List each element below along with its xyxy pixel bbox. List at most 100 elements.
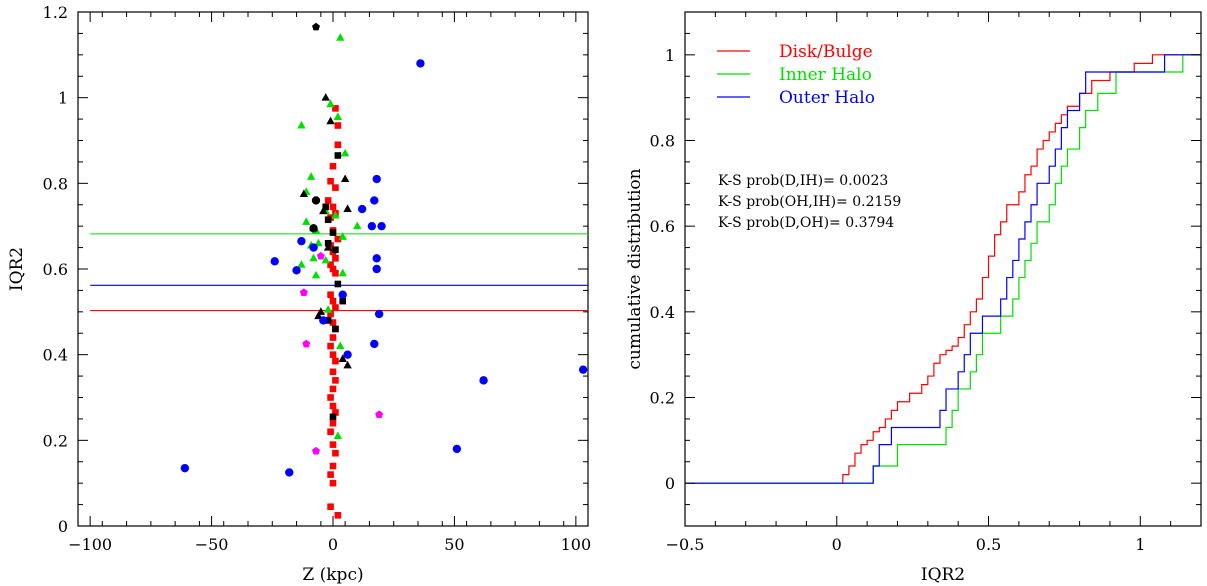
right-y-tick-label: 0.6 — [650, 217, 675, 236]
data-point-circle — [367, 221, 377, 231]
left-data-points — [180, 22, 588, 519]
data-point-triangle — [343, 360, 352, 369]
left-y-tick-label: 1 — [58, 89, 68, 108]
right-x-axis-label: IQR2 — [921, 565, 965, 585]
cdf-line — [685, 54, 1201, 484]
legend: Disk/Bulge Inner Halo Outer Halo — [717, 42, 875, 108]
left-y-tick-label: 0 — [58, 517, 68, 536]
data-point-triangle — [336, 33, 345, 41]
data-point-square — [327, 394, 334, 401]
right-axis-ticks: −0.5 0 0.5 1 0 0.2 0.4 0.6 0.8 1 — [650, 11, 1202, 554]
right-y-axis-label: cumulative distribution — [625, 168, 645, 369]
left-axis-ticks: −100 −50 0 50 100 0 0.2 0.4 0.6 0.8 1 1.2 — [43, 3, 592, 554]
right-x-tick-label: 1 — [1135, 535, 1145, 554]
data-point-square — [334, 280, 342, 288]
data-point-triangle — [316, 307, 326, 315]
right-y-tick-label: 0.4 — [650, 303, 675, 322]
data-point-square — [329, 368, 337, 376]
data-point-circle — [370, 339, 379, 349]
data-point-circle — [479, 376, 488, 385]
data-point-square — [332, 269, 339, 277]
data-point-square — [334, 122, 342, 129]
data-point-square — [329, 385, 337, 393]
data-point-square — [324, 197, 332, 204]
data-point-square — [329, 413, 337, 421]
legend-label-outer-halo: Outer Halo — [779, 88, 875, 108]
data-point-circle — [372, 264, 381, 274]
data-point-triangle — [314, 238, 323, 247]
data-point-square — [339, 297, 347, 305]
data-point-square — [332, 254, 339, 262]
data-point-triangle — [299, 189, 309, 198]
left-y-tick-label: 0.2 — [43, 431, 68, 450]
ks-annotation-d-ih: K-S prob(D,IH)= 0.0023 — [718, 173, 888, 189]
data-point-triangle — [302, 217, 311, 225]
right-y-tick-label: 1 — [665, 46, 675, 65]
data-point-square — [327, 503, 334, 511]
data-point-circle — [285, 468, 294, 477]
data-point-triangle — [340, 148, 350, 157]
data-point-circle — [319, 316, 328, 325]
right-y-tick-label: 0.8 — [650, 132, 675, 151]
data-point-triangle — [314, 311, 323, 320]
left-x-axis-label: Z (kpc) — [302, 565, 363, 585]
data-point-pentagon — [316, 251, 325, 260]
data-point-square — [324, 317, 332, 324]
data-point-square — [327, 428, 334, 436]
data-point-square — [329, 462, 337, 470]
data-point-square — [327, 310, 334, 318]
data-point-triangle — [338, 268, 347, 277]
data-point-circle — [372, 174, 381, 184]
data-point-circle — [370, 196, 379, 205]
data-point-square — [332, 409, 339, 416]
data-point-square — [327, 342, 334, 350]
data-point-square — [327, 177, 334, 185]
data-point-triangle — [331, 210, 340, 219]
ks-annotation-d-oh: K-S prob(D,OH)= 0.3794 — [718, 215, 894, 231]
data-point-pentagon — [302, 339, 311, 348]
data-point-square — [334, 235, 342, 243]
legend-label-disk-bulge: Disk/Bulge — [779, 42, 873, 62]
data-point-triangle — [338, 232, 347, 240]
data-point-square — [329, 479, 337, 487]
right-x-tick-label: −0.5 — [666, 535, 705, 554]
data-point-square — [327, 291, 334, 298]
data-point-triangle — [306, 172, 316, 180]
data-point-circle — [292, 266, 301, 275]
left-x-tick-label: −50 — [195, 535, 229, 554]
data-point-square — [332, 105, 339, 112]
data-point-triangle — [297, 260, 306, 268]
data-point-circle — [270, 257, 279, 266]
data-point-triangle — [343, 204, 352, 213]
data-point-circle — [452, 444, 462, 454]
right-cdf-panel: −0.5 0 0.5 1 0 0.2 0.4 0.6 0.8 1 Disk/Bulge Inner… — [625, 11, 1202, 585]
data-point-triangle — [340, 174, 350, 183]
data-point-circle — [377, 221, 386, 231]
data-point-circle — [578, 365, 588, 374]
data-point-triangle — [336, 341, 345, 350]
cdf-line — [685, 54, 1201, 484]
data-point-triangle — [323, 242, 333, 251]
data-point-square — [332, 304, 339, 311]
data-point-circle — [309, 224, 318, 233]
data-point-triangle — [323, 305, 333, 313]
data-point-circle — [338, 290, 347, 299]
data-point-square — [329, 402, 337, 410]
data-point-circle — [309, 243, 318, 252]
data-point-square — [324, 240, 332, 247]
left-reference-lines — [90, 233, 588, 312]
data-point-square — [329, 419, 337, 427]
data-point-triangle — [321, 255, 330, 264]
left-y-axis-label: IQR2 — [7, 247, 27, 291]
left-y-tick-label: 0.6 — [43, 260, 68, 279]
right-y-tick-label: 0 — [665, 474, 675, 493]
data-point-triangle — [338, 354, 347, 362]
data-point-triangle — [297, 120, 306, 129]
data-point-square — [329, 319, 337, 326]
data-point-square — [327, 471, 334, 478]
left-x-tick-label: −100 — [68, 535, 112, 554]
data-point-square — [329, 229, 337, 236]
left-scatter-panel: −100 −50 0 50 100 0 0.2 0.4 0.6 0.8 1 1.2 Z (kpc) I… — [7, 3, 591, 585]
right-x-tick-label: 0.5 — [976, 535, 1001, 554]
